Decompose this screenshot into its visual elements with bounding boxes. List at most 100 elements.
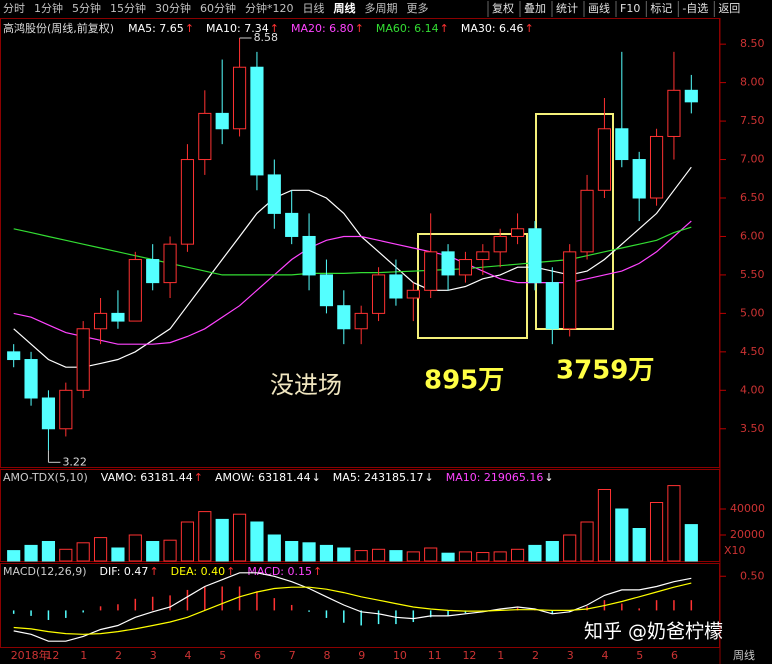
candle-body: [337, 305, 351, 330]
volume-bar: [597, 489, 612, 562]
toolbar-button[interactable]: -自选: [682, 2, 708, 15]
indicator-value: MACD(12,26,9): [3, 565, 87, 578]
volume-bar: [59, 548, 73, 562]
x-tick-label: 2: [532, 649, 539, 662]
x-tick-label: 8: [323, 649, 330, 662]
volume-bar: [441, 552, 455, 562]
volume-bar: [267, 534, 281, 562]
candle-body: [476, 251, 490, 261]
candle-body: [424, 251, 438, 291]
macd-line: [13, 572, 692, 642]
unit-label: X10: [724, 544, 746, 557]
toolbar-button[interactable]: 复权: [492, 1, 514, 15]
candle-body: [667, 89, 681, 137]
y-tick-label: 5.50: [740, 268, 765, 281]
toolbar-button[interactable]: 标记: [650, 1, 672, 15]
volume-bar: [510, 548, 525, 562]
volume-bar: [354, 550, 368, 562]
x-tick-label: 9: [358, 649, 365, 662]
toolbar-tab[interactable]: 多周期: [365, 1, 398, 15]
candle-body: [7, 351, 21, 361]
volume-bar: [493, 551, 507, 562]
indicator-arrow: ↑: [149, 565, 158, 578]
candle-body: [198, 112, 212, 161]
volume-bar: [76, 542, 90, 562]
candle-body: [354, 312, 368, 330]
toolbar-tab[interactable]: 周线: [334, 1, 356, 15]
volume-bar: [7, 550, 21, 562]
indicator-value: MA5: 243185.17: [333, 471, 424, 484]
toolbar-button[interactable]: 统计: [556, 2, 578, 15]
volume-bar: [632, 528, 646, 562]
y-tick-label: 0.50: [740, 569, 765, 582]
moving-average: [13, 220, 692, 345]
x-tick-label: 12: [462, 649, 476, 662]
high-label: 8.58: [254, 31, 279, 44]
volume-bar: [476, 552, 490, 562]
x-tick-label: 2: [115, 649, 122, 662]
candle-body: [180, 159, 195, 245]
volume-bar: [424, 547, 438, 562]
volume-bar: [24, 544, 38, 562]
y-tick-label: 4.00: [740, 383, 765, 396]
y-tick-label: 3.50: [740, 422, 765, 435]
toolbar-tab[interactable]: 15分钟: [110, 1, 146, 15]
toolbar-tab[interactable]: 1分钟: [34, 1, 63, 15]
y-tick-label: 7.00: [740, 153, 765, 166]
indicator-arrow: ↑: [525, 22, 534, 35]
candle-body: [441, 251, 455, 276]
x-tick-label: 5: [219, 649, 226, 662]
x-tick-label: 6: [671, 649, 678, 662]
toolbar-button[interactable]: 画线: [588, 1, 610, 15]
x-tick-label: 3: [567, 649, 574, 662]
y-tick-label: 7.50: [740, 114, 765, 127]
x-tick-label: 11: [428, 649, 442, 662]
candle-body: [528, 228, 542, 284]
candle-body: [545, 282, 559, 330]
toolbar-tab[interactable]: 分钟*120: [245, 1, 294, 15]
y-tick-label: 40000: [730, 502, 765, 515]
volume-bar: [93, 537, 108, 562]
indicator-arrow: ↓: [425, 471, 434, 484]
y-tick-label: 4.50: [740, 345, 765, 358]
candle-body: [493, 235, 507, 253]
toolbar-tab[interactable]: 分时: [3, 2, 25, 15]
candle-body: [128, 259, 142, 322]
volume-bar: [667, 485, 681, 562]
x-tick-label: 4: [184, 649, 191, 662]
volume-bar: [285, 541, 299, 562]
volume-bar: [649, 502, 664, 562]
annotation: 3759万: [556, 356, 654, 386]
indicator-value: AMO-TDX(5,10): [3, 471, 88, 484]
toolbar-tab[interactable]: 60分钟: [200, 1, 236, 15]
indicator-value: AMOW: 63181.44: [215, 471, 311, 484]
indicator-arrow: ↑: [270, 22, 279, 35]
y-tick-label: 6.50: [740, 191, 765, 204]
annotation: 895万: [424, 366, 504, 396]
x-tick-label: 3: [150, 649, 157, 662]
indicator-value: MA10: 7.34: [206, 22, 269, 35]
volume-bar: [250, 521, 264, 562]
toolbar-tab[interactable]: 更多: [407, 1, 429, 15]
toolbar-button[interactable]: 叠加: [524, 2, 546, 15]
toolbar-button[interactable]: 返回: [718, 2, 740, 15]
indicator-arrow: ↑: [194, 471, 203, 484]
candle-body: [250, 66, 264, 176]
candle-body: [285, 212, 299, 237]
candle-body: [24, 359, 38, 399]
candle-body: [615, 128, 629, 161]
candle-body: [267, 174, 281, 214]
volume-bar: [163, 539, 177, 562]
indicator-arrow: ↓: [544, 471, 553, 484]
candle-body: [632, 159, 646, 199]
toolbar-tab[interactable]: 日线: [303, 1, 325, 15]
x-tick-label: 1: [497, 649, 504, 662]
low-label: 3.22: [62, 455, 87, 468]
annotation: 没进场: [270, 371, 342, 399]
toolbar-tab[interactable]: 30分钟: [155, 1, 191, 15]
toolbar-button[interactable]: F10: [620, 2, 640, 15]
volume-bar: [180, 521, 195, 562]
toolbar-tab[interactable]: 5分钟: [72, 1, 101, 15]
candle-body: [146, 259, 160, 284]
moving-average: [13, 166, 692, 368]
